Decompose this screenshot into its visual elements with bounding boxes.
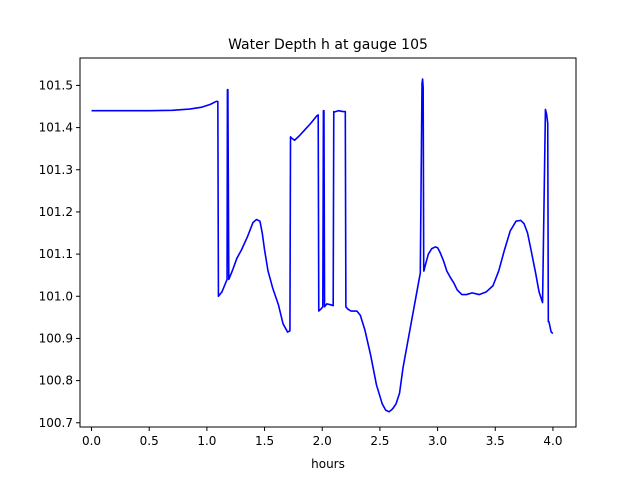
series-line-0 bbox=[91, 78, 554, 413]
y-tick-label: 101.3 bbox=[39, 163, 73, 177]
chart-title: Water Depth h at gauge 105 bbox=[228, 37, 428, 53]
axes-frame bbox=[79, 57, 577, 428]
x-tick-label: 1.0 bbox=[197, 434, 216, 448]
y-tick-label: 101.5 bbox=[39, 78, 73, 92]
x-tick-label: 3.0 bbox=[428, 434, 447, 448]
x-tick-label: 2.0 bbox=[313, 434, 332, 448]
y-tick-label: 101.1 bbox=[39, 247, 73, 261]
y-tick-label: 100.8 bbox=[39, 374, 73, 388]
x-tick-label: 1.5 bbox=[255, 434, 274, 448]
x-axis: 0.0 0.5 1.0 1.5 2.0 2.5 3.0 3.5 4.0 bbox=[82, 427, 562, 448]
x-tick-label: 3.5 bbox=[486, 434, 505, 448]
y-tick-label: 100.9 bbox=[39, 331, 73, 345]
x-tick-label: 0.0 bbox=[82, 434, 101, 448]
x-tick-label: 4.0 bbox=[543, 434, 562, 448]
plot-area bbox=[79, 57, 577, 428]
x-axis-label: hours bbox=[311, 457, 345, 471]
y-axis: 100.7 100.8 100.9 101.0 101.1 101.2 101.3 101.4… bbox=[39, 78, 80, 430]
y-tick-label: 101.4 bbox=[39, 121, 73, 135]
y-tick-label: 101.2 bbox=[39, 205, 73, 219]
y-tick-label: 101.0 bbox=[39, 289, 73, 303]
x-tick-label: 0.5 bbox=[140, 434, 159, 448]
y-tick-label: 100.7 bbox=[39, 416, 73, 430]
x-tick-label: 2.5 bbox=[370, 434, 389, 448]
